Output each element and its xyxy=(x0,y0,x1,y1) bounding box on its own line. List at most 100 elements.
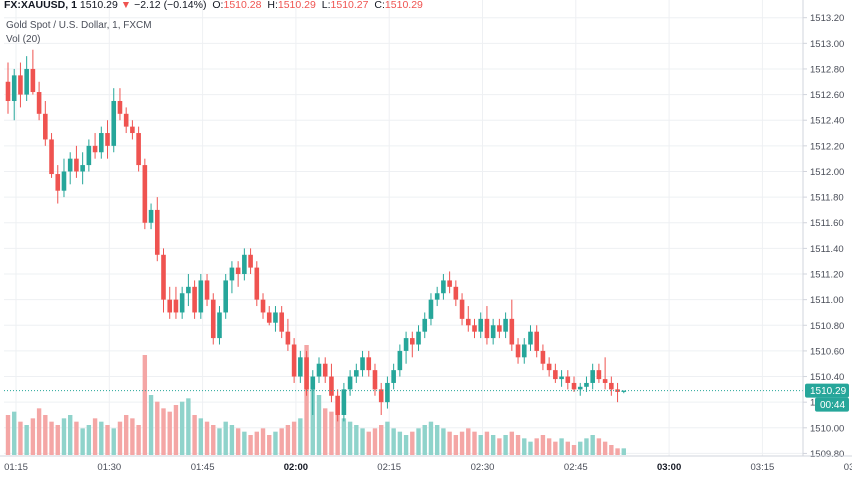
candle-body xyxy=(360,357,365,371)
volume-bar xyxy=(123,415,129,455)
close-value: 1510.29 xyxy=(384,0,423,11)
volume-bar xyxy=(136,425,141,455)
candle-body xyxy=(55,174,61,191)
volume-bar xyxy=(503,435,508,455)
y-tick-label: 1512.60 xyxy=(810,90,844,101)
x-tick-label: 03:15 xyxy=(751,462,775,473)
candle-body xyxy=(428,299,434,319)
volume-bar xyxy=(366,431,371,455)
y-tick-label: 1511.20 xyxy=(810,270,844,281)
candle-body xyxy=(86,145,92,166)
candle-body xyxy=(43,113,48,140)
candle-body xyxy=(310,376,316,390)
candle-body xyxy=(210,299,216,339)
volume-bar xyxy=(198,418,204,455)
volume-bar xyxy=(117,421,123,455)
candle-body xyxy=(173,299,179,313)
y-tick-label: 1510.80 xyxy=(810,321,844,332)
candle-body xyxy=(478,318,484,332)
volume-bar xyxy=(204,421,210,455)
volume-bar xyxy=(254,431,259,455)
candle-body xyxy=(521,344,527,358)
volume-bar xyxy=(223,421,228,455)
candle-body xyxy=(123,113,129,127)
candle-body xyxy=(465,318,471,326)
volume-bar xyxy=(397,431,403,455)
volume-bar xyxy=(267,435,272,455)
volume-bar xyxy=(559,438,564,455)
candle-body xyxy=(49,139,54,175)
candle-body xyxy=(329,376,334,396)
close-label: C: xyxy=(374,0,385,11)
candle-body xyxy=(341,389,347,415)
volume-bar xyxy=(61,418,67,455)
down-arrow-icon: ▼ xyxy=(120,0,132,11)
candle-body xyxy=(74,158,79,172)
candle-body xyxy=(565,376,571,383)
volume-bar xyxy=(478,435,483,455)
volume-bar xyxy=(416,428,421,455)
volume-bar xyxy=(360,428,365,455)
candle-body xyxy=(130,126,135,134)
symbol-label[interactable]: FX:XAUUSD, 1 xyxy=(4,0,77,11)
candle-body xyxy=(248,254,253,268)
candle-body xyxy=(298,357,303,377)
open-value: 1510.28 xyxy=(223,0,262,11)
candle-body xyxy=(615,389,620,392)
x-tick-label: 02:30 xyxy=(471,462,495,473)
candle-body xyxy=(5,81,11,101)
y-tick-label: 1511.80 xyxy=(810,193,844,204)
volume-bar xyxy=(74,421,79,455)
candle-body xyxy=(30,68,36,93)
candle-body xyxy=(80,165,85,172)
volume-bar xyxy=(354,425,359,455)
candle-body xyxy=(453,286,459,300)
candle-body xyxy=(111,100,117,146)
candle-body xyxy=(609,382,614,390)
volume-bar xyxy=(130,418,135,455)
candle-body xyxy=(142,165,148,223)
volume-bar xyxy=(434,425,440,455)
low-label: L: xyxy=(321,0,331,11)
volume-indicator-label[interactable]: Vol (20) xyxy=(6,34,41,45)
candle-body xyxy=(602,379,608,383)
candle-body xyxy=(441,280,446,294)
candle-body xyxy=(285,331,291,345)
volume-bar xyxy=(428,421,434,455)
volume-bar xyxy=(291,421,297,455)
volume-bar xyxy=(229,425,235,455)
candle-body xyxy=(596,370,602,380)
y-tick-label: 1511.60 xyxy=(810,218,844,229)
volume-bar xyxy=(161,408,166,455)
candle-body xyxy=(540,350,546,364)
volume-bar xyxy=(341,418,347,455)
volume-bar xyxy=(391,428,396,455)
low-value: 1510.27 xyxy=(330,0,369,11)
candle-body xyxy=(503,318,508,332)
countdown-label: 00:44 xyxy=(820,400,845,411)
candle-body xyxy=(223,280,228,313)
volume-bar xyxy=(372,428,378,455)
volume-bar xyxy=(30,418,36,455)
volume-bar xyxy=(36,408,42,455)
candle-body xyxy=(366,357,372,371)
candle-body xyxy=(577,386,583,390)
candle-body xyxy=(260,299,266,313)
volume-bar xyxy=(235,428,241,455)
candle-body xyxy=(217,312,222,339)
volume-bar xyxy=(410,431,415,455)
candle-body xyxy=(322,363,328,377)
volume-bar xyxy=(211,425,216,455)
candle-body xyxy=(354,370,359,377)
y-tick-label: 1511.40 xyxy=(810,244,844,255)
time-axis[interactable]: 01:15 01:30 01:45 02:00 02:15 02:30 02:45 03:00… xyxy=(0,455,852,473)
candle-body xyxy=(24,68,29,95)
candle-body xyxy=(335,395,340,415)
x-tick-label: 02:45 xyxy=(564,462,588,473)
volume-bar xyxy=(534,438,539,455)
volume-bar xyxy=(43,415,48,455)
candle-body xyxy=(148,209,154,223)
volume-bar xyxy=(142,355,148,455)
price-axis[interactable]: 1513.20 1513.00 1512.80 1512.60 1512.40 1512.… xyxy=(802,0,844,460)
